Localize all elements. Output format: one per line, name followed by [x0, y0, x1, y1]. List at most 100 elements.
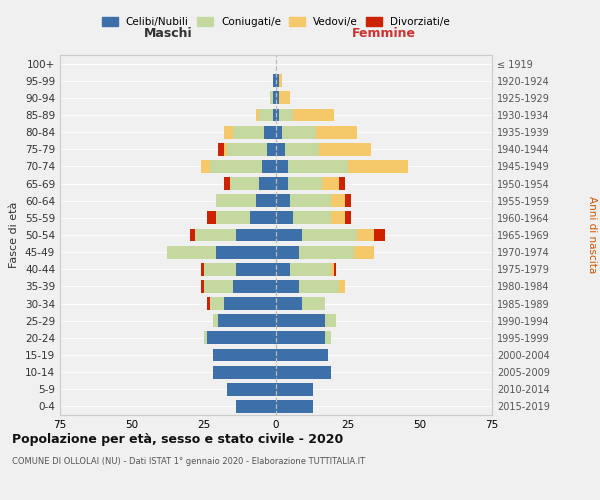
Bar	[167, 246, 215, 258]
Bar	[204, 263, 236, 276]
Bar	[356, 228, 374, 241]
Bar	[276, 263, 290, 276]
Bar	[256, 194, 276, 207]
Bar	[273, 92, 276, 104]
Bar	[224, 143, 227, 156]
Bar	[276, 108, 279, 122]
Bar	[276, 400, 313, 413]
Bar	[276, 194, 290, 207]
Bar	[340, 177, 345, 190]
Legend: Celibi/Nubili, Coniugati/e, Vedovi/e, Divorziati/e: Celibi/Nubili, Coniugati/e, Vedovi/e, Di…	[99, 14, 453, 30]
Bar	[293, 108, 334, 122]
Bar	[201, 280, 204, 293]
Bar	[293, 212, 331, 224]
Bar	[233, 280, 276, 293]
Bar	[276, 314, 325, 327]
Bar	[276, 332, 325, 344]
Bar	[215, 194, 256, 207]
Bar	[299, 246, 354, 258]
Bar	[276, 383, 313, 396]
Bar	[256, 108, 259, 122]
Bar	[262, 160, 276, 173]
Bar	[279, 74, 282, 87]
Bar	[276, 212, 293, 224]
Bar	[322, 177, 340, 190]
Bar	[340, 280, 345, 293]
Bar	[212, 348, 276, 362]
Bar	[207, 332, 276, 344]
Bar	[196, 228, 236, 241]
Bar	[212, 366, 276, 378]
Text: Anni di nascita: Anni di nascita	[587, 196, 597, 274]
Bar	[190, 228, 196, 241]
Bar	[276, 366, 331, 378]
Bar	[210, 297, 224, 310]
Bar	[233, 126, 265, 138]
Bar	[276, 246, 299, 258]
Text: Femmine: Femmine	[352, 26, 416, 40]
Bar	[210, 160, 262, 173]
Bar	[276, 297, 302, 310]
Bar	[276, 348, 328, 362]
Bar	[236, 263, 276, 276]
Bar	[204, 280, 233, 293]
Bar	[287, 160, 348, 173]
Bar	[302, 228, 356, 241]
Bar	[207, 297, 210, 310]
Y-axis label: Fasce di età: Fasce di età	[10, 202, 19, 268]
Bar	[316, 126, 356, 138]
Bar	[319, 143, 371, 156]
Bar	[224, 126, 233, 138]
Bar	[290, 263, 331, 276]
Bar	[259, 108, 273, 122]
Bar	[218, 314, 276, 327]
Bar	[287, 177, 322, 190]
Bar	[227, 143, 268, 156]
Bar	[290, 194, 331, 207]
Bar	[331, 263, 334, 276]
Bar	[345, 212, 351, 224]
Bar	[345, 194, 351, 207]
Bar	[348, 160, 409, 173]
Bar	[334, 263, 337, 276]
Bar	[224, 177, 230, 190]
Bar	[331, 212, 345, 224]
Bar	[276, 280, 299, 293]
Bar	[270, 92, 273, 104]
Bar	[276, 228, 302, 241]
Bar	[227, 383, 276, 396]
Bar	[276, 160, 287, 173]
Bar	[325, 314, 337, 327]
Bar	[212, 314, 218, 327]
Bar	[374, 228, 385, 241]
Bar	[218, 143, 224, 156]
Bar	[250, 212, 276, 224]
Bar	[331, 194, 345, 207]
Bar	[299, 280, 340, 293]
Bar	[276, 126, 282, 138]
Bar	[201, 160, 210, 173]
Bar	[302, 297, 325, 310]
Bar	[236, 228, 276, 241]
Bar	[282, 126, 316, 138]
Text: Popolazione per età, sesso e stato civile - 2020: Popolazione per età, sesso e stato civil…	[12, 432, 343, 446]
Bar	[279, 92, 290, 104]
Bar	[276, 143, 284, 156]
Bar	[224, 297, 276, 310]
Bar	[230, 177, 259, 190]
Bar	[236, 400, 276, 413]
Bar	[268, 143, 276, 156]
Text: Maschi: Maschi	[143, 26, 193, 40]
Bar	[354, 246, 374, 258]
Bar	[276, 92, 279, 104]
Bar	[207, 212, 215, 224]
Bar	[215, 246, 276, 258]
Bar	[276, 74, 279, 87]
Bar	[273, 108, 276, 122]
Bar	[284, 143, 319, 156]
Text: COMUNE DI OLLOLAI (NU) - Dati ISTAT 1° gennaio 2020 - Elaborazione TUTTITALIA.IT: COMUNE DI OLLOLAI (NU) - Dati ISTAT 1° g…	[12, 457, 365, 466]
Bar	[215, 212, 250, 224]
Bar	[273, 74, 276, 87]
Bar	[204, 332, 207, 344]
Bar	[201, 263, 204, 276]
